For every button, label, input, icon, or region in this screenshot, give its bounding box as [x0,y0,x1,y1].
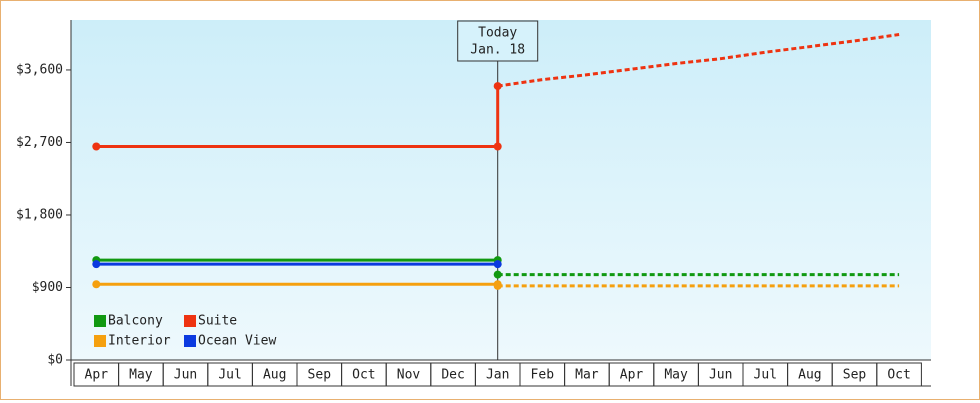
forecast-line [497,33,900,88]
point [92,142,101,151]
today-date: Jan. 18 [470,43,525,58]
legend-swatch [94,335,106,347]
point [92,280,101,289]
legend-label: Balcony [108,314,163,329]
x-tick-label: Sep [308,368,332,383]
x-tick-label: Nov [397,368,421,383]
x-tick-label: Feb [531,368,555,383]
x-tick-label: Mar [575,368,599,383]
point [493,281,502,290]
legend-label: Suite [198,314,237,329]
x-tick-label: Jul [218,368,241,383]
legend-swatch [94,315,106,327]
x-tick-label: Jan [486,368,509,383]
point [493,260,502,269]
x-tick-label: Jun [709,368,732,383]
x-cell [876,362,922,387]
point [92,260,101,269]
y-tick-label: $1,800 [16,207,63,222]
x-tick-label: Jun [174,368,197,383]
x-tick-label: Oct [887,368,910,383]
x-tick-label: Sep [843,368,867,383]
x-tick-label: Apr [85,368,109,383]
x-tick-label: Oct [352,368,375,383]
legend-swatch [184,335,196,347]
x-tick-label: Apr [620,368,644,383]
legend-label: Ocean View [198,334,276,349]
y-tick-label: $0 [47,353,63,368]
x-tick-label: May [664,368,688,383]
y-tick-label: $900 [32,280,63,295]
today-box [457,20,539,62]
x-tick-label: Dec [441,368,464,383]
legend-swatch [184,315,196,327]
point [493,270,502,279]
x-tick-label: May [129,368,153,383]
x-tick-label: Aug [263,368,286,383]
today-label: Today [478,26,517,41]
y-tick-label: $3,600 [16,62,63,77]
plot-area [71,20,931,360]
legend-label: Interior [108,334,171,349]
x-tick-label: Aug [798,368,821,383]
x-tick-label: Jul [754,368,777,383]
y-tick-label: $2,700 [16,135,63,150]
